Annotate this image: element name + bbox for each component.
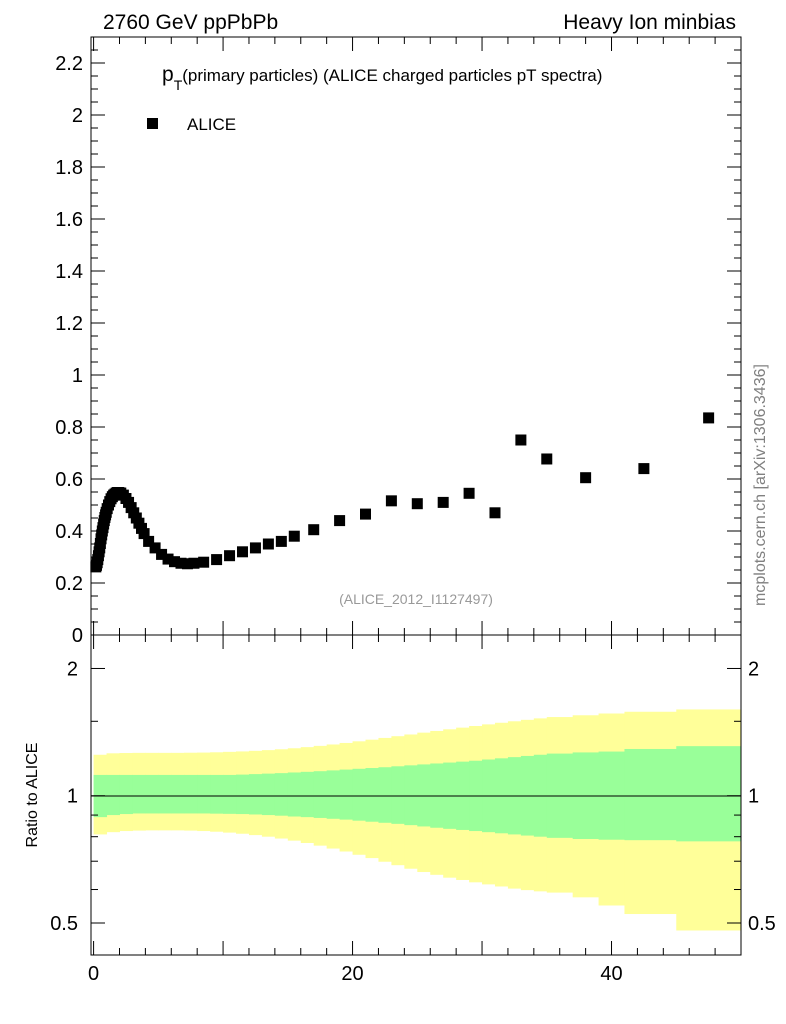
stat-band-bin	[313, 771, 328, 818]
plot-title-main: p	[162, 63, 174, 86]
y-tick-label: 1.8	[55, 157, 83, 179]
legend: ALICE	[147, 115, 236, 134]
main-y-ticks: 0 0.2 0.4 0.6 0.8 1 1.2 1.4 1.6 1.8 2 2.2	[55, 49, 741, 647]
ratio-y-axis-label: Ratio to ALICE	[24, 743, 41, 848]
data-point	[236, 546, 248, 558]
stat-band-bin	[145, 774, 159, 814]
y-tick-label: 2.2	[55, 53, 83, 75]
data-point	[181, 558, 193, 570]
data-point	[224, 550, 236, 562]
y-tick-label: 1.4	[55, 261, 83, 283]
data-point	[211, 554, 223, 566]
data-point	[275, 535, 287, 547]
stat-band-bin	[326, 770, 341, 819]
ratio-ticks: 0.5 0.51 12 20 20 40	[50, 37, 776, 985]
stat-band-bin	[339, 769, 354, 820]
data-point	[169, 556, 181, 568]
data-point	[188, 557, 200, 569]
stat-band-bin	[106, 774, 120, 816]
main-panel: ALICE pT(primary particles) (ALICE charg…	[55, 36, 742, 647]
y-tick-label: 0.8	[55, 417, 83, 439]
stat-band-bin	[248, 774, 263, 815]
legend-marker-alice	[147, 118, 158, 129]
plot-title-rest: (primary particles) (ALICE charged parti…	[182, 66, 602, 85]
data-point	[580, 472, 592, 484]
data-point	[334, 515, 346, 527]
stat-band-bin	[210, 774, 224, 814]
stat-band-bin	[624, 748, 677, 841]
data-point	[308, 524, 320, 536]
stat-band-bin	[261, 773, 276, 816]
stat-band-bin	[223, 774, 237, 814]
data-point	[541, 453, 553, 465]
ratio-y-tick-label-left: 1	[67, 786, 78, 808]
data-point	[175, 557, 187, 569]
ratio-y-tick-label-right: 2	[748, 658, 759, 680]
stat-band-bin	[184, 774, 198, 814]
stat-band-bin	[300, 771, 315, 818]
stat-band-bin	[676, 746, 742, 842]
data-point	[149, 542, 161, 554]
data-point	[249, 542, 261, 554]
data-point	[385, 495, 397, 507]
y-tick-label: 2	[72, 105, 83, 127]
y-tick-label: 0	[72, 625, 83, 647]
x-tick-label: 0	[88, 963, 99, 985]
stat-band-bin	[352, 768, 367, 821]
y-tick-label: 1.2	[55, 313, 83, 335]
data-point	[489, 507, 501, 519]
ratio-y-tick-label-left: 2	[67, 658, 78, 680]
ratio-y-tick-label-right: 0.5	[748, 913, 776, 935]
data-point	[198, 556, 210, 568]
ratio-y-tick-label-left: 0.5	[50, 913, 78, 935]
stat-band-bin	[365, 768, 379, 822]
stat-band-bin	[391, 766, 405, 824]
stat-band-bin	[404, 765, 418, 826]
y-tick-label: 1.6	[55, 209, 83, 231]
stat-band-bin	[378, 767, 392, 823]
y-tick-label: 0.4	[55, 521, 83, 543]
data-point	[437, 496, 449, 508]
ratio-frame	[90, 634, 742, 956]
data-point	[262, 538, 274, 550]
stat-band-bin	[158, 774, 172, 814]
legend-label-alice: ALICE	[187, 115, 236, 134]
plot-title: pT(primary particles) (ALICE charged par…	[162, 63, 602, 93]
data-point	[138, 528, 150, 540]
data-point	[703, 412, 715, 424]
stat-band-bin	[197, 774, 211, 814]
stat-band-bin	[171, 774, 185, 814]
data-point	[156, 548, 168, 560]
data-point	[638, 463, 650, 475]
data-point	[515, 434, 527, 446]
header-left: 2760 GeV ppPbPb	[103, 11, 278, 34]
y-tick-label: 1	[72, 365, 83, 387]
data-point	[143, 535, 155, 547]
data-point	[288, 530, 300, 542]
header-right: Heavy Ion minbias	[563, 11, 736, 34]
data-point	[360, 508, 372, 520]
side-label: mcplots.cern.ch [arXiv:1306.3436]	[752, 364, 769, 606]
ratio-bands	[93, 709, 742, 931]
main-points	[90, 412, 715, 573]
data-point	[162, 553, 174, 565]
data-point	[411, 498, 423, 510]
ratio-panel: 0.5 0.51 12 20 20 40 Ratio to ALICE	[24, 37, 776, 985]
stat-band-bin	[274, 773, 289, 816]
stat-band-bin	[417, 764, 431, 827]
y-tick-label: 0.2	[55, 573, 83, 595]
stat-band-bin	[287, 772, 302, 817]
ratio-y-tick-label-right: 1	[748, 786, 759, 808]
data-point	[463, 487, 475, 499]
stat-band-bin	[132, 774, 146, 814]
stat-band-bin	[119, 774, 133, 815]
x-tick-label: 20	[341, 963, 363, 985]
x-tick-label: 40	[600, 963, 622, 985]
y-tick-label: 0.6	[55, 469, 83, 491]
reference-name: (ALICE_2012_I1127497)	[339, 591, 493, 607]
stat-band-bin	[236, 774, 250, 815]
plot-title-sub: T	[174, 77, 183, 93]
